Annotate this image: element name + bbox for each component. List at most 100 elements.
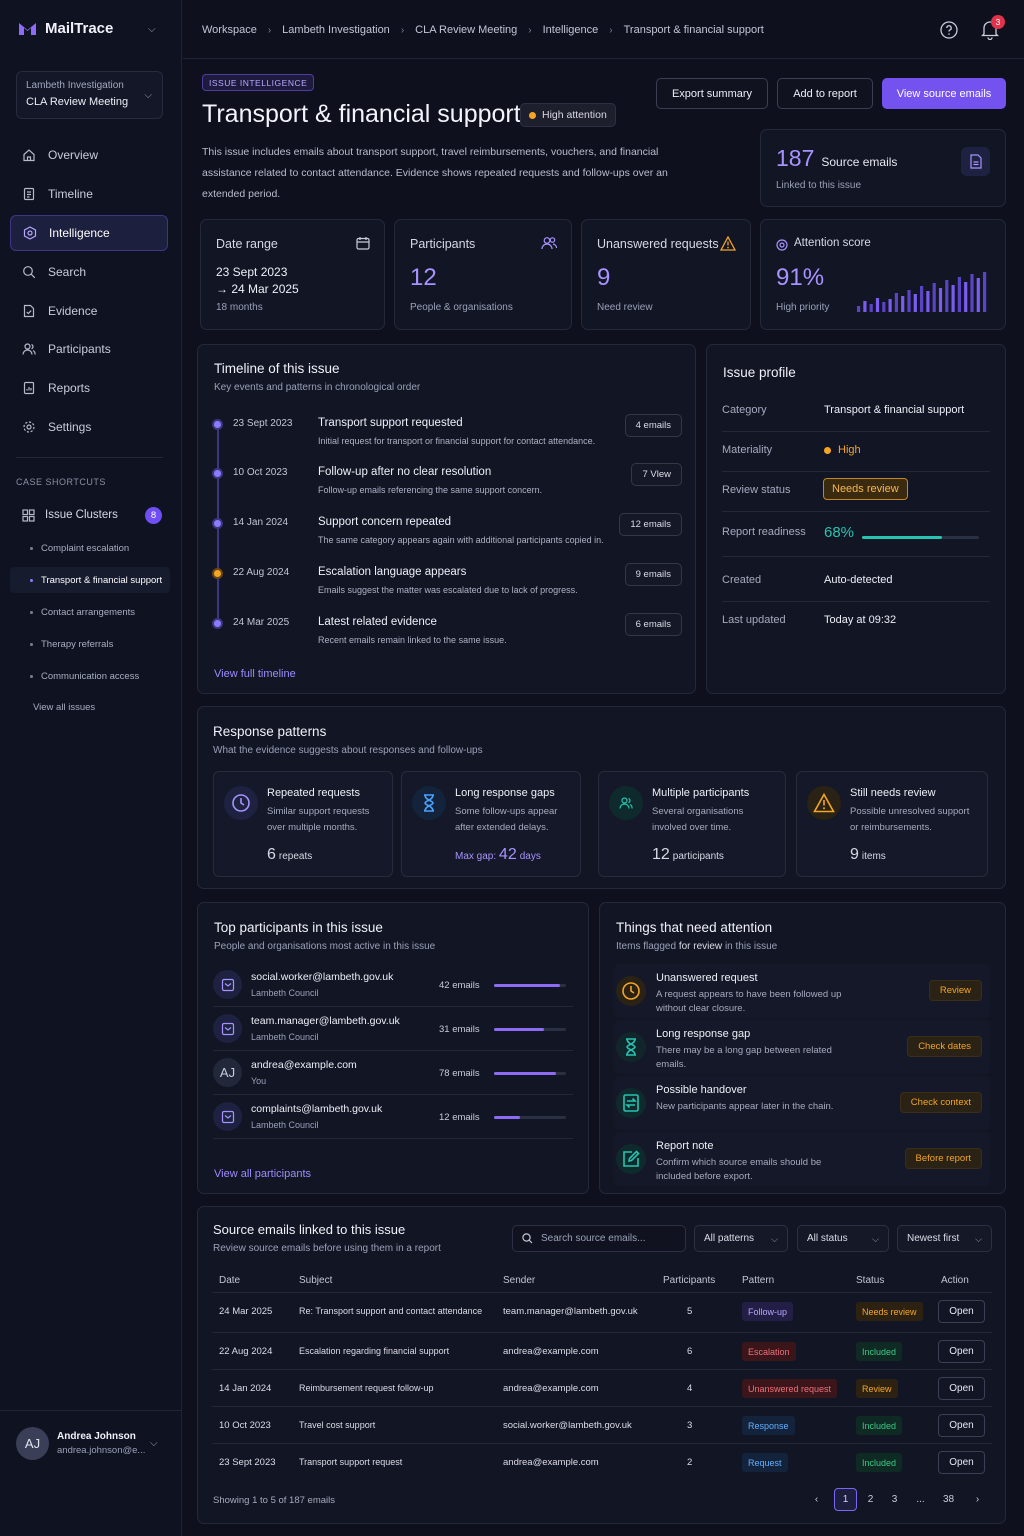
page-button[interactable]: 38: [942, 1494, 955, 1505]
timeline-count-badge[interactable]: 7 Vlew: [631, 463, 682, 486]
sidebar-item-participants[interactable]: Participants: [10, 331, 168, 367]
sort-select[interactable]: Newest first ⌵: [897, 1225, 992, 1252]
open-email-button[interactable]: Open: [938, 1377, 985, 1400]
date-start: 23 Sept 2023: [216, 265, 288, 279]
column-header[interactable]: Action: [941, 1275, 969, 1286]
cluster-item[interactable]: Therapy referrals: [10, 631, 170, 657]
participant-row[interactable]: AJ andrea@example.com You 78 emails: [213, 1051, 573, 1095]
breadcrumb-item[interactable]: Transport & financial support: [623, 24, 764, 36]
breadcrumb-item[interactable]: Workspace: [202, 24, 257, 36]
hourglass-icon: [412, 786, 446, 820]
cell-subject: Re: Transport support and contact attend…: [299, 1306, 483, 1316]
page-button[interactable]: ...: [916, 1494, 925, 1505]
sidebar-item-search[interactable]: Search: [10, 254, 168, 290]
chevron-left-icon[interactable]: ‹: [814, 1494, 819, 1505]
view-all-participants-link[interactable]: View all participants: [214, 1168, 312, 1180]
view-full-timeline-link[interactable]: View full timeline: [214, 668, 296, 680]
open-email-button[interactable]: Open: [938, 1414, 985, 1437]
spark-bar: [970, 274, 974, 312]
app-logo[interactable]: MailTrace: [18, 20, 113, 37]
table-showing-text: Showing 1 to 5 of 187 emails: [213, 1495, 335, 1506]
view-source-emails-button[interactable]: View source emails: [882, 78, 1006, 109]
column-header[interactable]: Status: [856, 1275, 885, 1286]
attention-action-button[interactable]: Check context: [899, 1092, 982, 1113]
cluster-item[interactable]: Contact arrangements: [10, 599, 170, 625]
participant-row[interactable]: social.worker@lambeth.gov.uk Lambeth Coun…: [213, 963, 573, 1007]
pattern-card[interactable]: Still needs review Possible unresolved su…: [796, 771, 988, 877]
spark-bar: [857, 306, 861, 312]
page-button[interactable]: 3: [891, 1494, 898, 1505]
readiness-value: 68%: [824, 524, 855, 541]
timeline-event[interactable]: 22 Aug 2024 Escalation language appears Em…: [212, 563, 682, 603]
home-icon: [22, 148, 36, 162]
timeline-event[interactable]: 23 Sept 2023 Transport support requested I…: [212, 414, 682, 454]
attention-action-button[interactable]: Check dates: [907, 1036, 982, 1057]
pattern-filter-select[interactable]: All patterns ⌵: [694, 1225, 788, 1252]
timeline-event[interactable]: 14 Jan 2024 Support concern repeated The s…: [212, 513, 682, 553]
sidebar-item-settings[interactable]: Settings: [10, 409, 168, 445]
user-profile[interactable]: AJ Andrea Johnson andrea.johnson@e...: [16, 1427, 145, 1460]
sidebar-item-intelligence[interactable]: Intelligence: [10, 215, 168, 251]
participant-row[interactable]: complaints@lambeth.gov.uk Lambeth Council…: [213, 1095, 573, 1139]
source-emails-card[interactable]: 187 Source emails Linked to this issue: [760, 129, 1006, 207]
breadcrumb-item[interactable]: Intelligence: [542, 24, 599, 36]
shortcuts-title: CASE SHORTCUTS: [16, 477, 106, 487]
cluster-count-badge: 8: [145, 507, 162, 524]
timeline-count-badge[interactable]: 12 emails: [619, 513, 682, 536]
status-filter-select[interactable]: All status ⌵: [797, 1225, 889, 1252]
help-icon[interactable]: [940, 21, 958, 39]
sidebar-item-overview[interactable]: Overview: [10, 137, 168, 173]
chevron-down-icon[interactable]: ⌵: [148, 24, 156, 35]
open-email-button[interactable]: Open: [938, 1340, 985, 1363]
attention-action-button[interactable]: Before report: [904, 1148, 982, 1169]
view-all-issues-link[interactable]: View all issues: [33, 702, 96, 713]
cluster-item[interactable]: Communication access: [10, 663, 170, 689]
table-row[interactable]: 10 Oct 2023 Travel cost support social.wor…: [212, 1406, 992, 1443]
cell-date: 14 Jan 2024: [219, 1383, 272, 1394]
column-header[interactable]: Sender: [503, 1275, 536, 1286]
bullet-dot: [30, 546, 33, 550]
sidebar-item-label: Reports: [48, 381, 91, 395]
timeline-count-badge[interactable]: 9 emails: [624, 563, 682, 586]
document-icon: [961, 147, 990, 176]
open-email-button[interactable]: Open: [938, 1300, 985, 1323]
add-to-report-button[interactable]: Add to report: [777, 78, 873, 109]
timeline-count-badge[interactable]: 6 emails: [624, 613, 682, 636]
timeline-dot: [212, 419, 223, 430]
breadcrumb-item[interactable]: CLA Review Meeting: [415, 24, 518, 36]
column-header[interactable]: Date: [219, 1275, 241, 1286]
chevron-right-icon[interactable]: ›: [975, 1494, 980, 1505]
sidebar-item-issue-clusters[interactable]: Issue Clusters 8: [10, 501, 168, 529]
column-header[interactable]: Participants: [663, 1275, 716, 1286]
export-summary-button[interactable]: Export summary: [656, 78, 768, 109]
column-header[interactable]: Pattern: [742, 1275, 775, 1286]
cluster-item[interactable]: Complaint escalation: [10, 535, 170, 561]
timeline-count-badge[interactable]: 4 emails: [624, 414, 682, 437]
column-header[interactable]: Subject: [299, 1275, 333, 1286]
participant-row[interactable]: team.manager@lambeth.gov.uk Lambeth Counc…: [213, 1007, 573, 1051]
timeline-title: Support concern repeated: [318, 516, 451, 528]
page-button[interactable]: 1: [834, 1488, 857, 1511]
pattern-card[interactable]: Repeated requests Similar support request…: [213, 771, 393, 877]
attention-action-button[interactable]: Review: [928, 980, 982, 1001]
sidebar-item-reports[interactable]: Reports: [10, 370, 168, 406]
pattern-card[interactable]: Multiple participants Several organisatio…: [598, 771, 786, 877]
chevron-down-icon: ⌵: [872, 1234, 879, 1244]
open-email-button[interactable]: Open: [938, 1451, 985, 1474]
timeline-event[interactable]: 24 Mar 2025 Latest related evidence Recent…: [212, 613, 682, 653]
page-button[interactable]: 2: [867, 1494, 874, 1505]
chevron-down-icon[interactable]: ⌵: [150, 1438, 158, 1449]
search-input[interactable]: Search source emails...: [512, 1225, 686, 1252]
pattern-card[interactable]: Long response gaps Some follow-ups appear…: [401, 771, 581, 877]
workspace-selector[interactable]: Lambeth Investigation CLA Review Meeting…: [16, 71, 163, 119]
table-row[interactable]: 22 Aug 2024 Escalation regarding financia…: [212, 1332, 992, 1369]
timeline-event[interactable]: 10 Oct 2023 Follow-up after no clear reso…: [212, 463, 682, 503]
sidebar-item-timeline[interactable]: Timeline: [10, 176, 168, 212]
table-row[interactable]: 24 Mar 2025 Re: Transport support and con…: [212, 1292, 992, 1329]
clock-icon: [616, 976, 646, 1006]
breadcrumb-item[interactable]: Lambeth Investigation: [282, 24, 390, 36]
table-row[interactable]: 23 Sept 2023 Transport support request and…: [212, 1443, 992, 1480]
cluster-item[interactable]: Transport & financial support: [10, 567, 170, 593]
sidebar-item-evidence[interactable]: Evidence: [10, 293, 168, 329]
table-row[interactable]: 14 Jan 2024 Reimbursement request follow-…: [212, 1369, 992, 1406]
